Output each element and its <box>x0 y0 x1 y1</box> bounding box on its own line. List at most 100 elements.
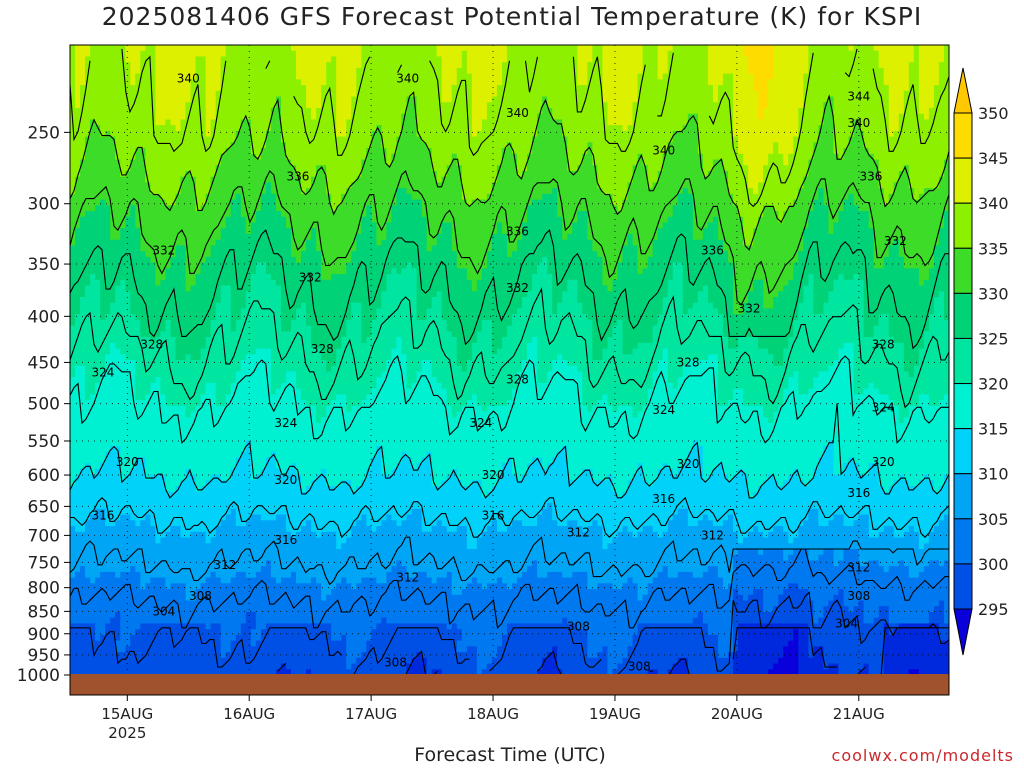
contour-line <box>70 403 949 499</box>
contour-label: 324 <box>469 416 492 430</box>
colorbar-box <box>953 112 973 159</box>
contour-label: 316 <box>847 486 870 500</box>
colorbar-tick-label: 350 <box>978 104 1009 123</box>
colorbar-tick-label: 345 <box>978 149 1009 168</box>
contour-label: 316 <box>274 533 297 547</box>
colorbar-tick-label: 335 <box>978 239 1009 258</box>
contour-line <box>708 52 814 208</box>
contour-label: 340 <box>506 106 529 120</box>
contour-line <box>293 56 371 156</box>
contour-line <box>70 91 949 251</box>
colorbar-tick-label: 315 <box>978 420 1009 439</box>
y-tick-label: 500 <box>28 395 60 415</box>
colorbar-box <box>953 518 973 565</box>
colorbar-box <box>953 473 973 520</box>
colorbar-box <box>953 337 973 385</box>
contour-label: 336 <box>287 170 310 184</box>
contour-label: 328 <box>677 355 700 369</box>
colorbar-tick-label: 325 <box>978 329 1009 348</box>
contour-label: 332 <box>506 281 529 295</box>
contour-line <box>70 496 949 539</box>
contour-label: 332 <box>152 243 175 257</box>
contour-label: 308 <box>384 655 407 669</box>
contour-label: 304 <box>835 617 858 631</box>
x-tick-year: 2025 <box>108 724 146 742</box>
contour-line <box>668 658 690 676</box>
contour-label: 340 <box>396 72 419 86</box>
y-tick-label: 800 <box>28 579 60 599</box>
x-tick-label: 20AUG <box>711 705 763 723</box>
contour-line <box>70 60 91 142</box>
y-tick-label: 350 <box>28 255 60 275</box>
y-tick-label: 250 <box>28 123 60 143</box>
contour-label: 336 <box>860 170 883 184</box>
contour-label: 332 <box>299 270 322 284</box>
ground-strip <box>70 674 949 695</box>
contour-label: 316 <box>482 508 505 522</box>
contour-line <box>489 627 602 672</box>
chart-title: 2025081406 GFS Forecast Potential Temper… <box>101 2 923 31</box>
colorbar-top-arrow <box>953 67 973 114</box>
colorbar-box <box>953 383 973 430</box>
colorbar-tick-label: 310 <box>978 465 1009 484</box>
colorbar-box <box>953 428 973 475</box>
contour-label: 312 <box>213 558 236 572</box>
colorbar-box <box>953 563 973 610</box>
contour-line <box>70 169 949 306</box>
colorbar-tick-label: 320 <box>978 375 1009 394</box>
contour-line <box>732 627 838 668</box>
contour-label: 328 <box>872 338 895 352</box>
contour-label: 324 <box>91 366 114 380</box>
gridlines <box>70 45 949 675</box>
contour-label: 324 <box>274 416 297 430</box>
contour-label: 320 <box>274 473 297 487</box>
contour-label: 328 <box>140 338 163 352</box>
y-tick-label: 1000 <box>17 666 60 686</box>
x-tick-label: 16AUG <box>223 705 275 723</box>
colorbar-box <box>953 157 973 204</box>
contour-label: 312 <box>567 526 590 540</box>
x-tick-label: 18AUG <box>467 705 519 723</box>
x-tick-label: 15AUG <box>101 705 153 723</box>
contour-line <box>657 52 674 117</box>
contour-label: 320 <box>872 455 895 469</box>
contour-label: 344 <box>847 89 870 103</box>
contour-label: 320 <box>677 457 700 471</box>
potential-temperature-field <box>70 45 949 676</box>
contour-label: 336 <box>506 224 529 238</box>
contour-label: 328 <box>506 372 529 386</box>
contour-label: 340 <box>177 72 200 86</box>
y-tick-label: 550 <box>28 432 60 452</box>
contour-label: 308 <box>847 589 870 603</box>
contour-label: 320 <box>116 455 139 469</box>
contour-label: 324 <box>652 403 675 417</box>
contour-label: 320 <box>482 468 505 482</box>
contour-label: 340 <box>847 116 870 130</box>
contour-label: 332 <box>884 234 907 248</box>
contour-label: 316 <box>91 508 114 522</box>
contour-label: 308 <box>567 619 590 633</box>
time-axis: 15AUG 16AUG 17AUG 18AUG 19AUG 20AUG 21AUG 2025 <box>101 695 885 742</box>
contour-label: 316 <box>652 492 675 506</box>
contour-line <box>429 60 511 157</box>
y-tick-label: 900 <box>28 625 60 645</box>
contour-label: 308 <box>189 589 212 603</box>
contour-label: 324 <box>872 401 895 415</box>
colorbar-tick-label: 340 <box>978 194 1009 213</box>
colorbar-box <box>953 292 973 339</box>
contour-label: 332 <box>738 301 761 315</box>
contour-labels: 340 340 340 340 344 340 336 336 336 336 332 332 332 3… <box>91 72 906 674</box>
pressure-axis: 250 300 350 400 450 500 550 600 650 700 750 800 850 9… <box>17 123 70 686</box>
colorbar-box <box>953 247 973 294</box>
contour-line <box>397 64 403 73</box>
y-tick-label: 850 <box>28 602 60 622</box>
x-tick-label: 17AUG <box>345 705 397 723</box>
y-tick-label: 650 <box>28 497 60 517</box>
contour-line <box>844 48 858 78</box>
x-tick-label: 19AUG <box>589 705 641 723</box>
contour-label: 304 <box>152 604 175 618</box>
colorbar-box <box>953 202 973 249</box>
y-tick-label: 300 <box>28 195 60 215</box>
contour-line <box>872 68 949 152</box>
